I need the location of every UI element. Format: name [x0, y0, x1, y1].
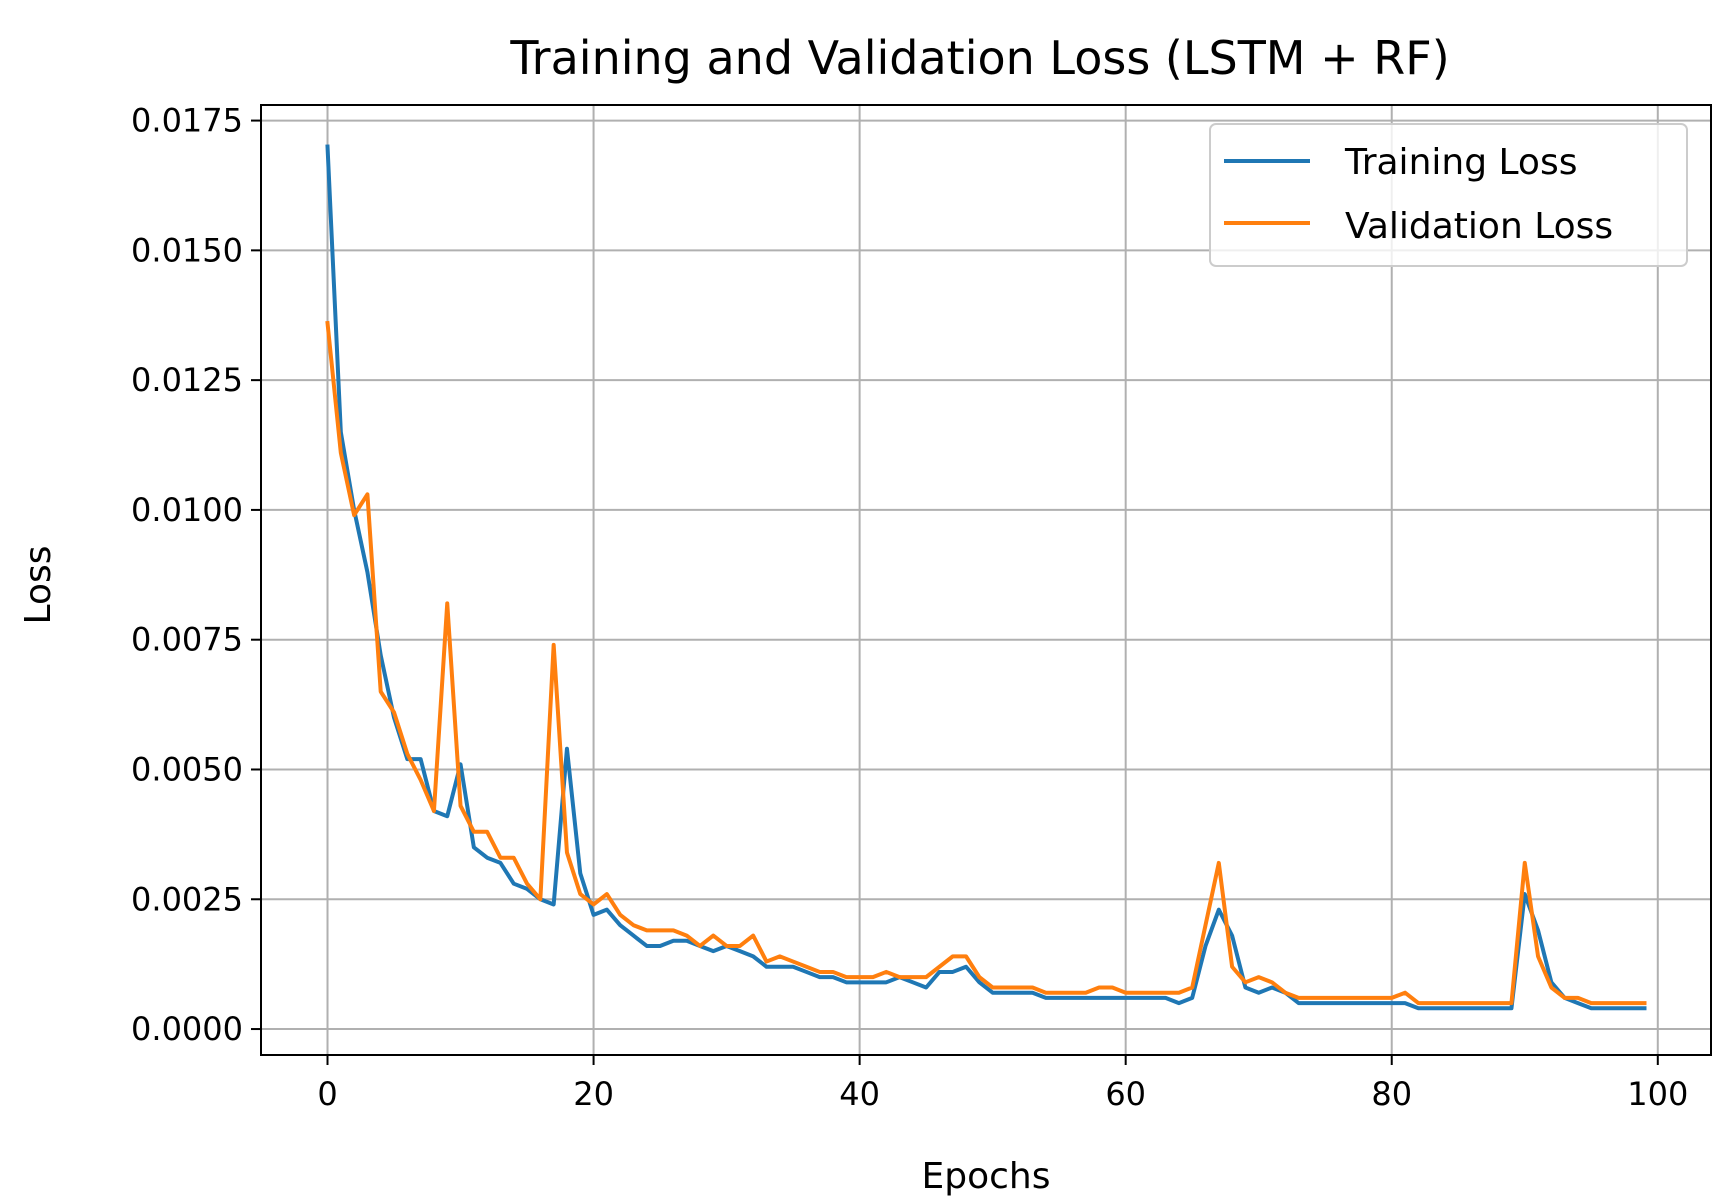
plot-frame [260, 104, 1712, 1056]
y-tick-label: 0.0150 [131, 231, 243, 269]
y-tick-label: 0.0025 [131, 880, 243, 918]
series-line-validation-loss [325, 320, 1647, 1006]
y-tick-label: 0.0075 [131, 621, 243, 659]
x-tick-label: 0 [317, 1075, 337, 1113]
x-tick-label: 100 [1627, 1075, 1688, 1113]
x-tick-label: 40 [839, 1075, 880, 1113]
x-tick-label: 60 [1105, 1075, 1146, 1113]
ticks: 0 20 40 60 80 100 0.0000 0.0025 0.0050 0.0075 0.01… [131, 102, 1688, 1113]
x-tick-label: 20 [573, 1075, 614, 1113]
legend-box [1209, 123, 1688, 267]
y-tick-label: 0.0050 [131, 750, 243, 788]
y-tick-label: 0.0000 [131, 1010, 243, 1048]
legend-label-training: Training Loss [1344, 142, 1577, 183]
x-tick-label: 80 [1371, 1075, 1412, 1113]
y-axis-label: Loss [18, 546, 59, 625]
legend: Training Loss Validation Loss [1209, 123, 1688, 267]
y-tick-label: 0.0125 [131, 361, 243, 399]
y-tick-label: 0.0100 [131, 491, 243, 529]
legend-label-validation: Validation Loss [1345, 206, 1613, 247]
series-line-training-loss [325, 144, 1647, 1011]
grid [261, 105, 1711, 1055]
y-tick-label: 0.0175 [131, 102, 243, 140]
x-axis-label: Epochs [922, 1156, 1051, 1197]
chart-title: Training and Validation Loss (LSTM + RF) [509, 31, 1449, 85]
series-layer [325, 144, 1647, 1011]
